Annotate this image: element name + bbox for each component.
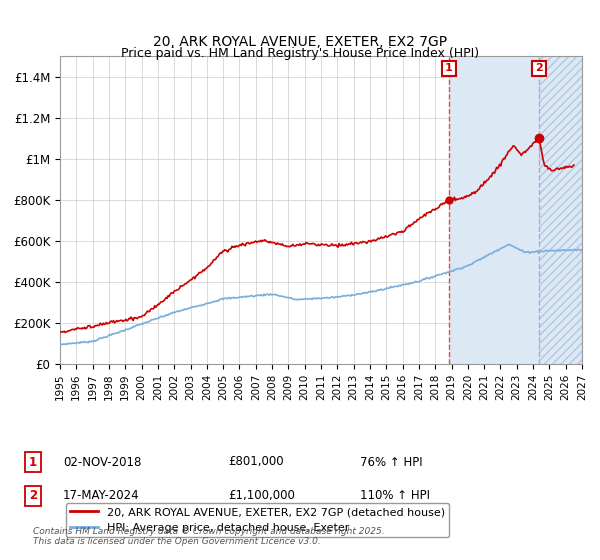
Text: 2: 2 <box>535 63 543 73</box>
Text: 76% ↑ HPI: 76% ↑ HPI <box>360 455 422 469</box>
Text: 20, ARK ROYAL AVENUE, EXETER, EX2 7GP: 20, ARK ROYAL AVENUE, EXETER, EX2 7GP <box>153 35 447 49</box>
Text: 02-NOV-2018: 02-NOV-2018 <box>63 455 142 469</box>
Text: Price paid vs. HM Land Registry's House Price Index (HPI): Price paid vs. HM Land Registry's House … <box>121 46 479 60</box>
Text: 2: 2 <box>29 489 37 502</box>
Legend: 20, ARK ROYAL AVENUE, EXETER, EX2 7GP (detached house), HPI: Average price, deta: 20, ARK ROYAL AVENUE, EXETER, EX2 7GP (d… <box>65 503 449 537</box>
Text: Contains HM Land Registry data © Crown copyright and database right 2025.
This d: Contains HM Land Registry data © Crown c… <box>33 526 385 546</box>
Text: 17-MAY-2024: 17-MAY-2024 <box>63 489 140 502</box>
Bar <box>539 56 582 364</box>
Text: 110% ↑ HPI: 110% ↑ HPI <box>360 489 430 502</box>
Text: 1: 1 <box>29 455 37 469</box>
Text: 1: 1 <box>445 63 453 73</box>
Text: £1,100,000: £1,100,000 <box>228 489 295 502</box>
Text: £801,000: £801,000 <box>228 455 284 469</box>
Bar <box>449 56 539 364</box>
